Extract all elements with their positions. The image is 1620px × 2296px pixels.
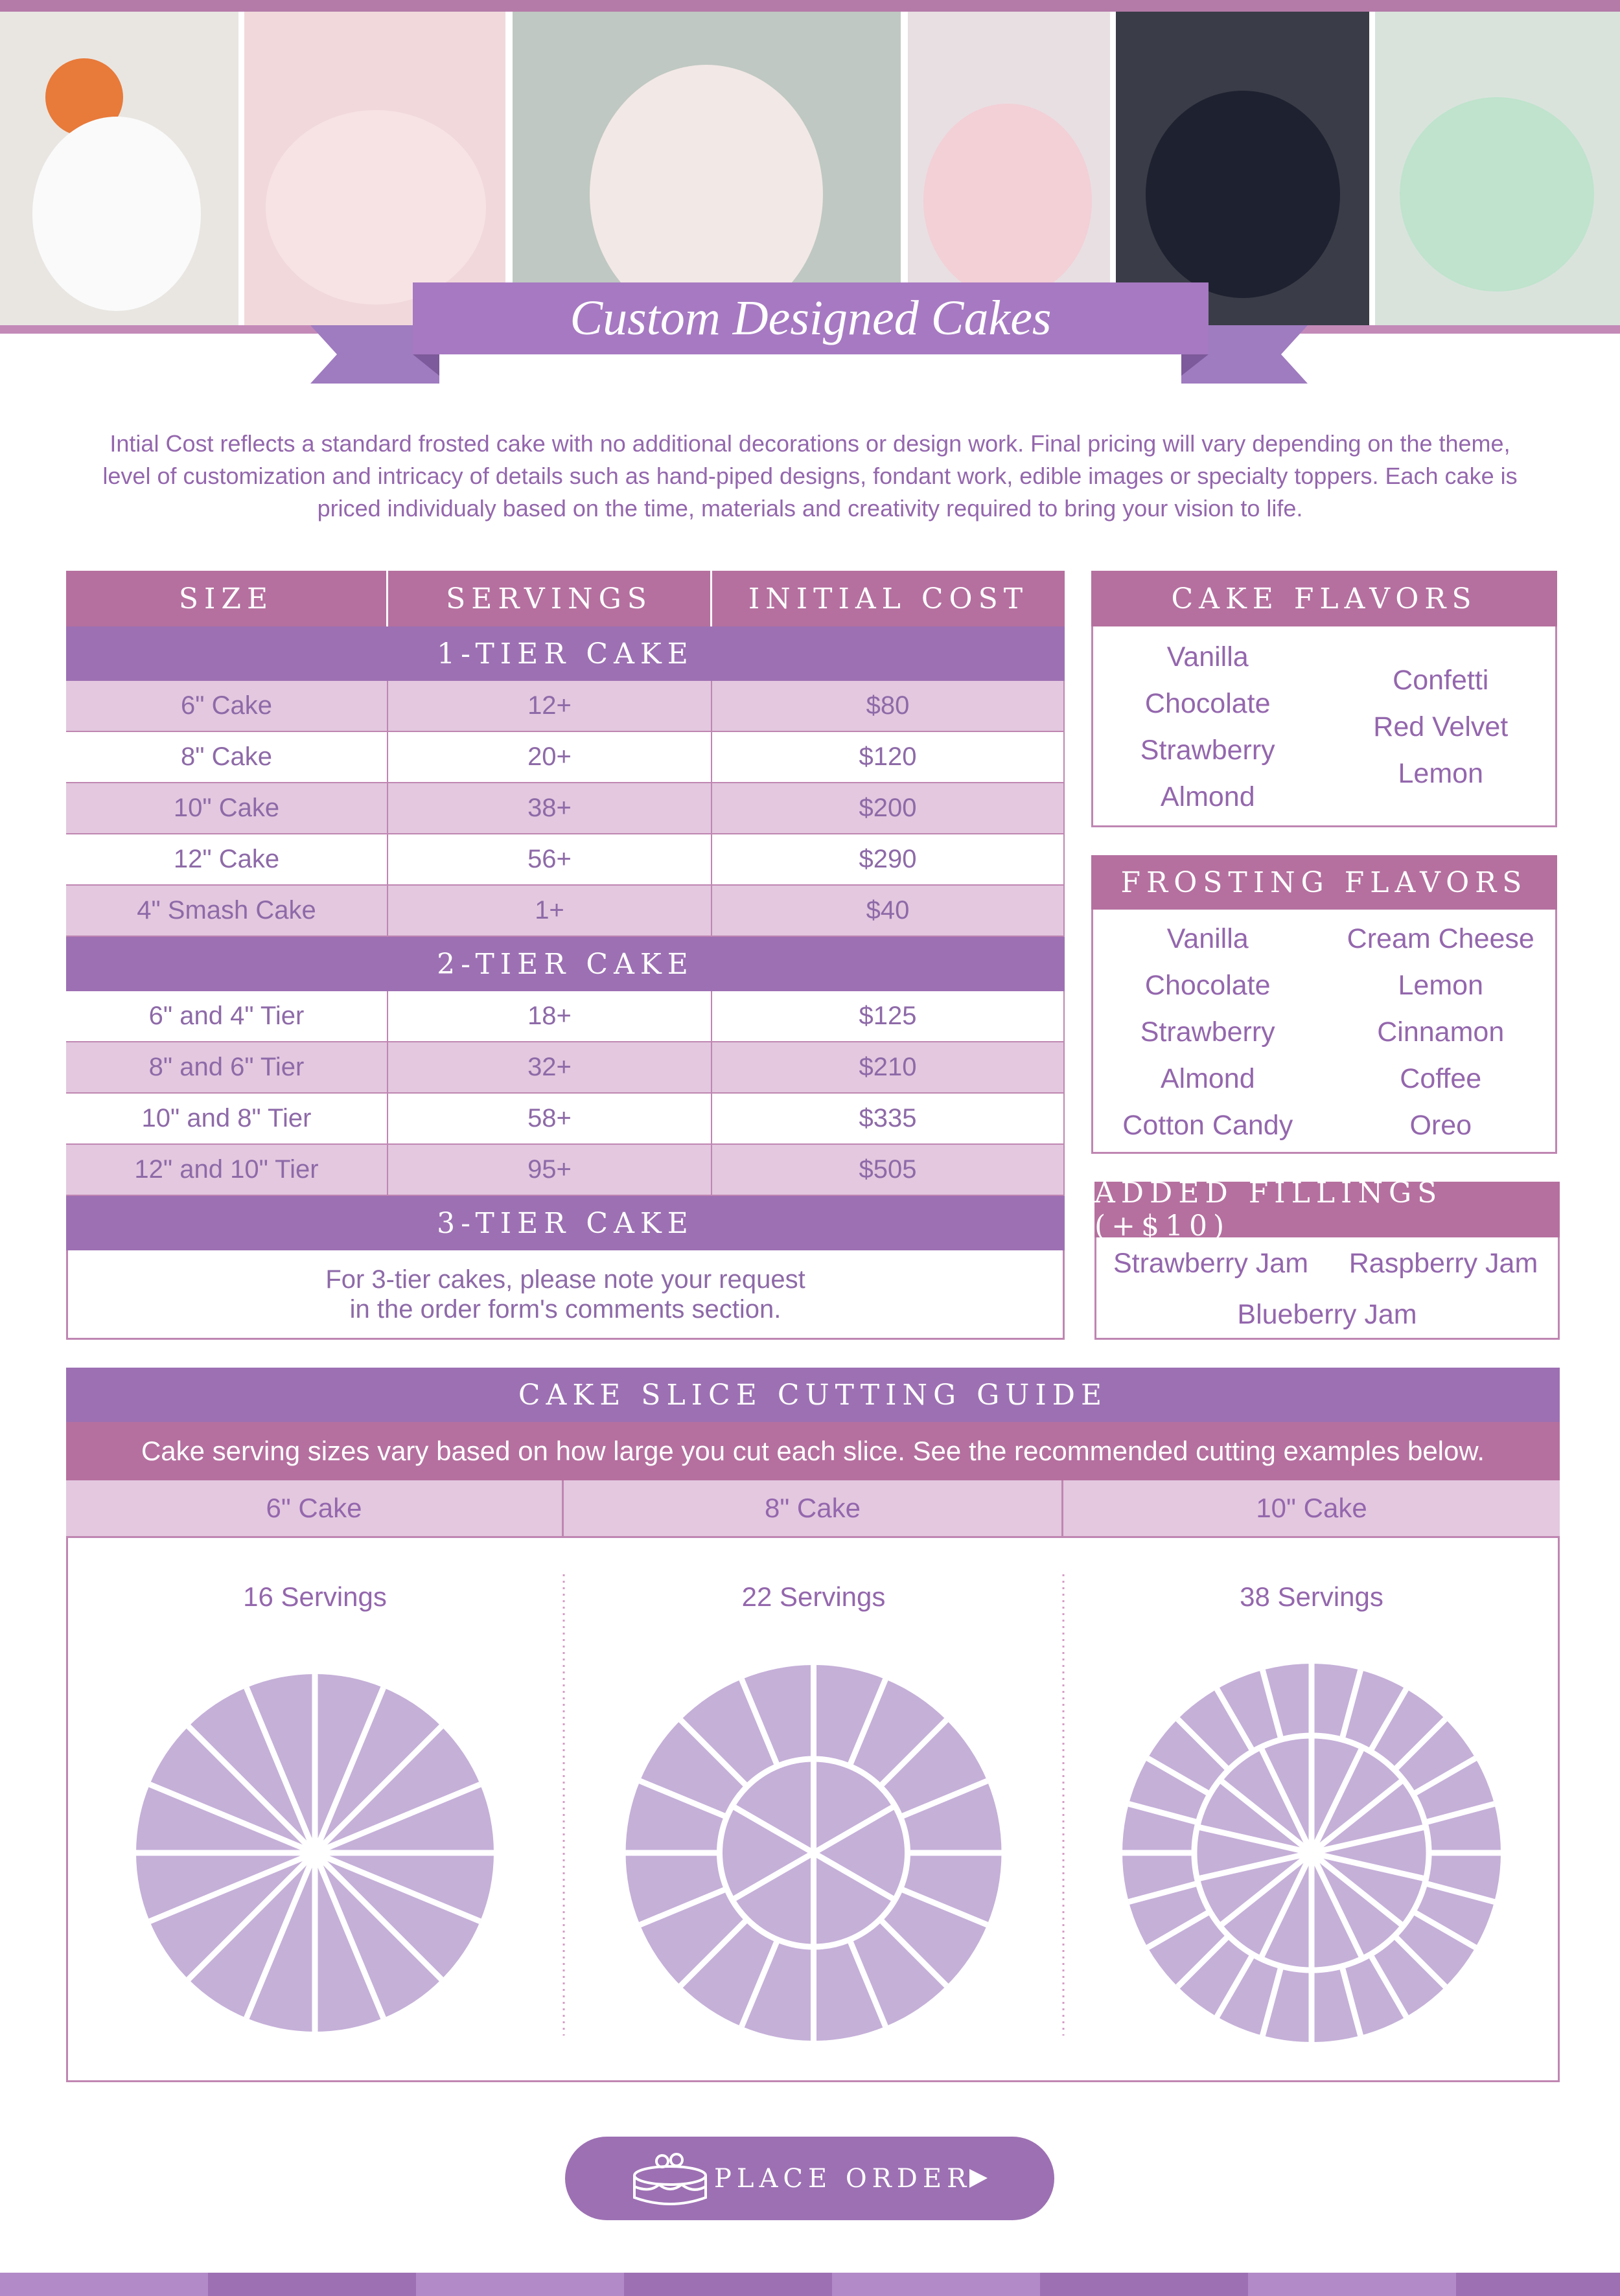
- flavor-item: Lemon: [1398, 758, 1483, 789]
- cake-size-header: 8" Cake: [564, 1480, 1063, 1538]
- flavor-item: Almond: [1160, 781, 1255, 812]
- table-cell: 56+: [388, 834, 712, 886]
- tier-note: For 3-tier cakes, please note your reque…: [66, 1250, 1065, 1338]
- flavor-item: Confetti: [1393, 665, 1489, 696]
- table-cell: $80: [712, 681, 1065, 732]
- flavor-item: Coffee: [1400, 1062, 1482, 1094]
- flavor-item: Oreo: [1409, 1109, 1472, 1141]
- table-cell: 10" and 8" Tier: [66, 1094, 388, 1145]
- place-order-button[interactable]: PLACE ORDER: [565, 2137, 1054, 2220]
- table-cell: $120: [712, 732, 1065, 783]
- flavor-item: Chocolate: [1144, 688, 1271, 719]
- flavor-item: Lemon: [1398, 969, 1483, 1001]
- table-cell: $335: [712, 1094, 1065, 1145]
- tier-header: 1-TIER CAKE: [66, 626, 1065, 681]
- flavor-item: Cotton Candy: [1122, 1109, 1293, 1141]
- table-cell: 6" Cake: [66, 681, 388, 732]
- table-cell: 38+: [388, 783, 712, 834]
- column-header: SIZE: [66, 571, 388, 626]
- intro-text: Intial Cost reflects a standard frosted …: [102, 430, 1518, 522]
- table-cell: 58+: [388, 1094, 712, 1145]
- guide-subtitle: Cake serving sizes vary based on how lar…: [66, 1422, 1560, 1480]
- flavor-item: Vanilla: [1166, 641, 1249, 672]
- flavor-column: Cream Cheese Lemon Cinnamon Coffee Oreo: [1325, 915, 1558, 1149]
- servings-label: 38 Servings: [1240, 1581, 1383, 1612]
- flavor-column: Vanilla Chocolate Strawberry Almond Cotton C…: [1091, 915, 1325, 1149]
- table-cell: 20+: [388, 732, 712, 783]
- tier-header: 2-TIER CAKE: [66, 937, 1065, 991]
- servings-label: 16 Servings: [243, 1581, 387, 1612]
- box-body: Vanilla Chocolate Strawberry Almond Confetti…: [1091, 626, 1557, 827]
- filling-item: Raspberry Jam: [1348, 1247, 1538, 1279]
- banner-title: Custom Designed Cakes: [570, 291, 1052, 345]
- note-line: For 3-tier cakes, please note your reque…: [325, 1265, 805, 1294]
- filling-item: Strawberry Jam: [1113, 1247, 1309, 1279]
- table-cell: 32+: [388, 1042, 712, 1094]
- footer-stripe: [0, 2273, 1620, 2296]
- flavor-item: Almond: [1160, 1062, 1255, 1094]
- table-cell: 95+: [388, 1145, 712, 1196]
- table-cell: 10" Cake: [66, 783, 388, 834]
- flavor-column: Vanilla Chocolate Strawberry Almond: [1091, 634, 1325, 820]
- flavor-item: Red Velvet: [1373, 711, 1509, 742]
- table-cell: $505: [712, 1145, 1065, 1196]
- column-header: SERVINGS: [388, 571, 712, 626]
- table-cell: 4" Smash Cake: [66, 886, 388, 937]
- table-cell: $290: [712, 834, 1065, 886]
- servings-label: 22 Servings: [741, 1581, 886, 1612]
- cake-icon: [633, 2153, 707, 2205]
- flavor-column: Confetti Red Velvet Lemon: [1325, 657, 1558, 797]
- guide-title: CAKE SLICE CUTTING GUIDE: [66, 1368, 1560, 1422]
- table-cell: 6" and 4" Tier: [66, 991, 388, 1042]
- cake-size-header: 10" Cake: [1063, 1480, 1560, 1538]
- flavor-item: Vanilla: [1166, 923, 1249, 954]
- flavor-item: Chocolate: [1144, 969, 1271, 1001]
- flavor-item: Cream Cheese: [1347, 923, 1534, 954]
- table-cell: 12+: [388, 681, 712, 732]
- column-header: INITIAL COST: [712, 571, 1065, 626]
- table-cell: $125: [712, 991, 1065, 1042]
- box-body: Vanilla Chocolate Strawberry Almond Cotton C…: [1091, 910, 1557, 1154]
- box-header: CAKE FLAVORS: [1091, 571, 1557, 626]
- table-cell: 1+: [388, 886, 712, 937]
- table-cell: 8" Cake: [66, 732, 388, 783]
- note-line: in the order form's comments section.: [349, 1294, 781, 1324]
- play-icon: [969, 2169, 988, 2188]
- header-graphics: [0, 0, 1620, 384]
- table-cell: $210: [712, 1042, 1065, 1094]
- button-label: PLACE ORDER: [714, 2163, 972, 2194]
- table-cell: $40: [712, 886, 1065, 937]
- tier-header: 3-TIER CAKE: [66, 1196, 1065, 1250]
- table-cell: 12" Cake: [66, 834, 388, 886]
- flavor-item: Strawberry: [1140, 735, 1275, 766]
- table-cell: 12" and 10" Tier: [66, 1145, 388, 1196]
- box-header: ADDED FILLINGS (+$10): [1094, 1177, 1560, 1243]
- table-cell: 8" and 6" Tier: [66, 1042, 388, 1094]
- table-cell: $200: [712, 783, 1065, 834]
- flavor-item: Cinnamon: [1377, 1016, 1505, 1048]
- table-cell: 18+: [388, 991, 712, 1042]
- filling-item: Blueberry Jam: [1237, 1298, 1417, 1330]
- box-body: Strawberry Jam Raspberry Jam Blueberry Jam: [1094, 1237, 1560, 1340]
- flavor-item: Strawberry: [1140, 1016, 1275, 1048]
- box-header: FROSTING FLAVORS: [1091, 855, 1557, 910]
- cake-size-header: 6" Cake: [66, 1480, 564, 1538]
